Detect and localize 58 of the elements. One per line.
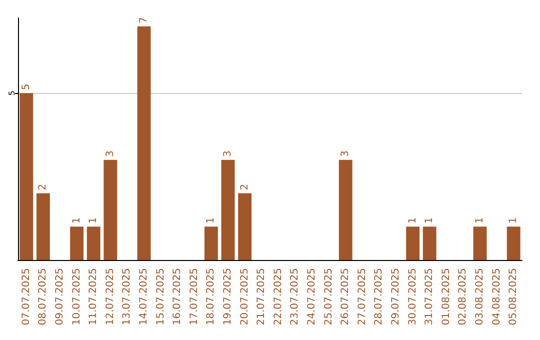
data-label: 1: [206, 217, 217, 224]
x-tick-label: 20.07.2025: [239, 268, 250, 326]
x-tick-label: 31.07.2025: [424, 268, 436, 326]
bar: [506, 226, 520, 260]
x-tick-label: 23.07.2025: [290, 268, 301, 326]
x-tick-label: 11.07.2025: [88, 268, 100, 326]
x-tick-label: 03.08.2025: [474, 268, 486, 326]
bar: [86, 226, 100, 260]
bar: [20, 93, 34, 260]
data-label: 7: [138, 16, 150, 24]
x-tick-label: 16.07.2025: [172, 268, 184, 326]
data-label: 3: [340, 150, 352, 157]
x-tick-label: 08.07.2025: [38, 268, 49, 326]
bar: [406, 226, 420, 260]
x-tick-label: 17.07.2025: [188, 268, 200, 326]
x-tick-label: 02.08.2025: [458, 268, 469, 326]
x-tick-label: 09.07.2025: [54, 268, 66, 326]
bar: [422, 226, 436, 260]
bar: [36, 193, 50, 260]
bar: [338, 160, 352, 260]
data-label: 1: [88, 217, 100, 224]
data-label: 1: [424, 217, 436, 224]
data-label: 1: [407, 217, 418, 224]
x-tick-label: 25.07.2025: [323, 268, 334, 326]
x-tick-label: 05.08.2025: [508, 268, 520, 326]
data-label: 3: [222, 150, 234, 157]
x-tick-label: 10.07.2025: [71, 268, 82, 326]
data-label: 1: [71, 217, 82, 224]
bar: [104, 160, 118, 260]
bar: [238, 193, 252, 260]
data-label: 5: [20, 84, 32, 90]
data-label: 2: [38, 184, 49, 190]
data-label: 1: [508, 217, 520, 224]
x-tick-label: 18.07.2025: [206, 268, 217, 326]
x-tick-label: 07.07.2025: [20, 268, 32, 326]
data-label: 2: [239, 184, 250, 190]
bar: [473, 226, 487, 260]
x-tick-label: 26.07.2025: [340, 268, 352, 326]
x-tick-label: 14.07.2025: [138, 268, 150, 326]
x-tick-label: 04.08.2025: [491, 268, 502, 326]
x-tick-label: 21.07.2025: [256, 268, 268, 326]
x-tick-label: 15.07.2025: [155, 268, 166, 326]
x-tick-label: 28.07.2025: [374, 268, 385, 326]
bar: [204, 226, 218, 260]
x-tick-label: 29.07.2025: [390, 268, 402, 326]
x-tick-label: 12.07.2025: [104, 268, 116, 326]
bar: [70, 226, 84, 260]
x-tick-label: 27.07.2025: [356, 268, 368, 326]
x-tick-label: 24.07.2025: [306, 268, 318, 326]
x-tick-label: 13.07.2025: [122, 268, 133, 326]
bar: [137, 26, 151, 260]
x-tick-label: 22.07.2025: [272, 268, 284, 326]
x-tick-label: 01.08.2025: [440, 268, 452, 326]
data-label: 3: [104, 150, 116, 157]
bar: [221, 160, 235, 260]
x-tick-label: 19.07.2025: [222, 268, 234, 326]
x-tick-label: 30.07.2025: [407, 268, 418, 326]
data-label: 1: [474, 217, 486, 224]
